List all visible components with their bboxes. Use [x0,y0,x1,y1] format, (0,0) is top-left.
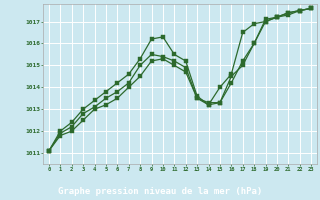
Text: Graphe pression niveau de la mer (hPa): Graphe pression niveau de la mer (hPa) [58,186,262,196]
